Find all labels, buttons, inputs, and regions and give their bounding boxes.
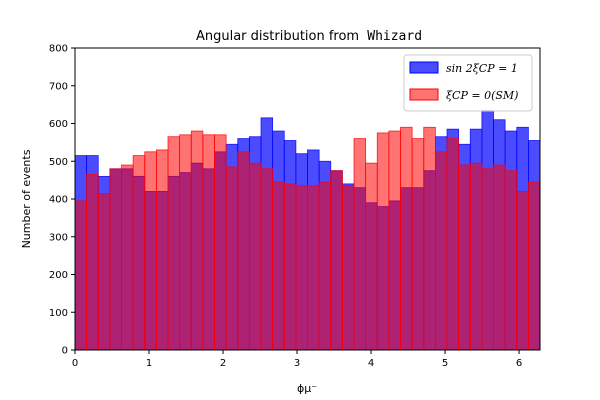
bar-red-17 (272, 181, 285, 351)
legend-label-blue: sin 2ξCP = 1 (446, 62, 518, 75)
bar-red-35 (481, 168, 494, 351)
bar-red-14 (237, 151, 250, 351)
bar-red-18 (283, 183, 297, 351)
x-tick-label-5: 5 (442, 358, 448, 369)
legend-swatch-blue (409, 61, 439, 74)
bar-red-38 (516, 191, 529, 351)
x-tick-label-6: 6 (516, 358, 522, 369)
y-tick-label-800: 800 (49, 44, 68, 55)
y-tick-label-100: 100 (49, 308, 68, 319)
bar-red-24 (353, 138, 367, 351)
bar-red-3 (109, 168, 122, 351)
bar-red-36 (493, 164, 506, 351)
legend: sin 2ξCP = 1 ξCP = 0(SM) (403, 54, 533, 112)
bar-red-2 (97, 192, 111, 351)
bar-red-1 (86, 174, 99, 351)
y-tick-label-300: 300 (49, 232, 68, 243)
bar-red-8 (167, 136, 181, 351)
x-axis: 0 1 2 3 4 5 6 (72, 350, 522, 369)
y-tick-label-400: 400 (49, 195, 68, 206)
bar-red-9 (179, 134, 192, 351)
x-tick-label-0: 0 (72, 358, 78, 369)
chart-title-code: Whizard (367, 29, 422, 44)
bar-red-30 (423, 126, 436, 351)
bar-red-5 (132, 155, 146, 351)
x-tick-label-4: 4 (368, 358, 374, 369)
bar-red-20 (307, 185, 320, 351)
bar-red-21 (318, 181, 332, 351)
legend-swatch-red (409, 88, 439, 101)
bar-red-23 (341, 185, 355, 351)
bar-red-33 (458, 164, 471, 351)
bar-red-7 (155, 149, 169, 351)
bar-red-16 (260, 168, 274, 351)
chart-title-prefix: Angular distribution from (196, 29, 359, 44)
bar-red-25 (365, 162, 378, 351)
bar-red-29 (411, 138, 425, 351)
bar-red-0 (74, 200, 88, 351)
series-red-bars (74, 126, 541, 351)
bar-red-32 (446, 138, 460, 351)
x-tick-label-3: 3 (294, 358, 300, 369)
x-tick-label-1: 1 (146, 358, 152, 369)
bar-red-27 (388, 130, 401, 351)
x-axis-label: ϕμ⁻ (297, 382, 317, 395)
bar-red-39 (527, 181, 541, 351)
y-tick-label-700: 700 (49, 81, 68, 92)
bar-red-4 (121, 164, 134, 351)
bar-red-34 (469, 162, 483, 351)
bar-red-6 (144, 151, 157, 351)
legend-label-red: ξCP = 0(SM) (446, 89, 518, 102)
bar-red-13 (225, 166, 239, 351)
bar-red-22 (330, 170, 343, 351)
bar-red-28 (400, 126, 413, 351)
bar-red-15 (248, 162, 262, 351)
bar-red-26 (376, 132, 390, 351)
bar-red-37 (504, 170, 518, 351)
bar-red-10 (190, 130, 204, 351)
y-axis-label: Number of events (20, 149, 33, 248)
y-tick-label-500: 500 (49, 157, 68, 168)
bar-red-31 (434, 151, 448, 351)
y-tick-label-0: 0 (62, 346, 68, 357)
bar-red-12 (214, 134, 227, 351)
bar-red-19 (295, 185, 308, 351)
chart-title: Angular distribution from Whizard (196, 29, 422, 44)
y-axis: 0 100 200 300 400 500 600 700 800 (49, 44, 75, 357)
y-tick-label-600: 600 (49, 119, 68, 130)
y-tick-label-200: 200 (49, 270, 68, 281)
x-tick-label-2: 2 (220, 358, 226, 369)
bar-red-11 (202, 134, 215, 351)
